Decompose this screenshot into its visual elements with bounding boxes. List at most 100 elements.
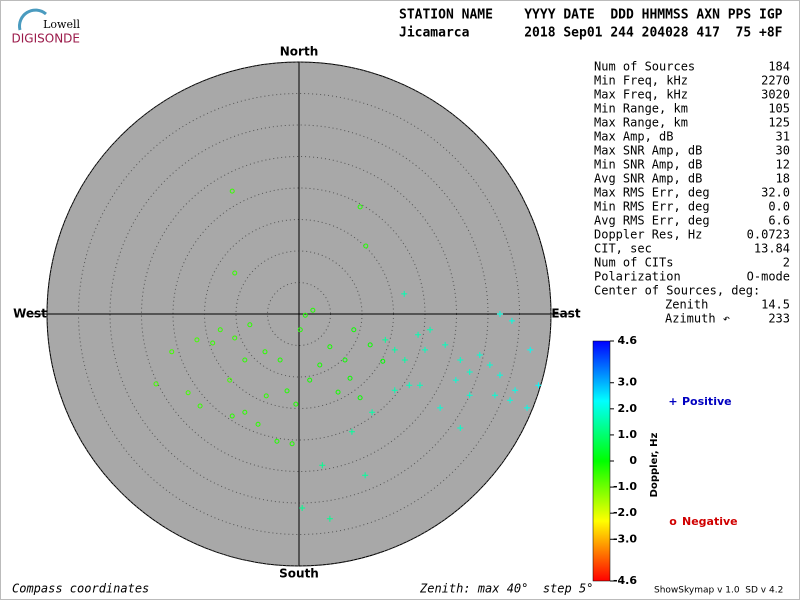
legend-label: Positive (682, 395, 732, 408)
stat-name: Num of Sources (594, 60, 695, 74)
source-negative (277, 357, 283, 363)
logo-swoosh (18, 8, 47, 31)
source-positive (382, 336, 389, 343)
colorbar-tick-label: -1.0 (613, 480, 637, 493)
source-negative (232, 270, 238, 276)
source-positive (452, 377, 459, 384)
source-negative (232, 335, 238, 341)
source-negative (335, 389, 341, 395)
stat-value: 12 (776, 158, 790, 172)
source-positive (391, 387, 398, 394)
source-negative (310, 307, 316, 313)
source-positive (507, 397, 514, 404)
source-positive (508, 317, 515, 324)
stat-name: CIT, sec (594, 242, 652, 256)
source-positive (299, 505, 306, 512)
source-negative (169, 349, 175, 355)
logo-bottom: DIGISONDE (12, 32, 80, 46)
stat-value: 6.6 (768, 214, 790, 228)
source-negative (363, 243, 369, 249)
source-positive (416, 382, 423, 389)
stat-value: 30 (776, 144, 790, 158)
source-positive (442, 341, 449, 348)
stat-value: 14.5 (761, 298, 790, 312)
source-negative (284, 388, 290, 394)
source-positive (319, 462, 326, 469)
source-negative (342, 357, 348, 363)
stat-name: Max Range, km (594, 116, 688, 130)
colorbar-tick-label: 2.0 (618, 402, 638, 415)
source-negative (262, 349, 268, 355)
footer-right: ShowSkymap v 1.0 SD v 4.2 (654, 586, 783, 596)
stat-value: 105 (768, 102, 790, 116)
colorbar-tick-label: 0 (629, 454, 637, 467)
source-negative (247, 322, 253, 328)
stat-value: O-mode (747, 270, 790, 284)
footer-middle: Zenith: max 40° step 5° (419, 582, 593, 596)
source-negative (357, 395, 363, 401)
stat-value: 31 (776, 130, 790, 144)
legend-label: Negative (682, 515, 738, 528)
source-positive (491, 392, 498, 399)
source-positive (391, 346, 398, 353)
colorbar-tick-label: 1.0 (618, 428, 638, 441)
source-positive (422, 346, 428, 353)
source-negative (293, 401, 299, 407)
colorbar-tick-label: -2.0 (613, 506, 637, 519)
colorbar-label: Doppler, Hz (649, 433, 660, 498)
source-negative (242, 409, 248, 415)
source-negative (194, 337, 200, 343)
source-positive (535, 382, 542, 389)
stat-value: 0.0723 (747, 228, 790, 242)
stat-value: 184 (768, 60, 790, 74)
source-negative (153, 381, 159, 387)
stat-name: Avg RMS Err, deg (594, 214, 710, 228)
stat-value: 32.0 (761, 186, 790, 200)
source-negative (297, 327, 303, 333)
source-negative (197, 403, 203, 409)
source-negative (351, 327, 357, 333)
source-negative (255, 421, 261, 427)
source-positive (476, 351, 483, 358)
source-positive (401, 290, 408, 297)
source-negative (227, 377, 233, 383)
stat-name: Polarization (594, 270, 681, 284)
source-negative (210, 340, 216, 346)
direction-label: South (279, 567, 319, 581)
source-positive (524, 404, 531, 411)
source-positive (406, 382, 413, 389)
stat-name: Min Range, km (594, 102, 688, 116)
stat-name: Max SNR Amp, dB (594, 144, 702, 158)
stat-value: 233 (768, 312, 790, 326)
stat-name: Max RMS Err, deg (594, 186, 710, 200)
stat-value: 2 (783, 256, 790, 270)
direction-label: East (551, 307, 580, 321)
stat-name: Center of Sources, deg: (594, 284, 760, 298)
source-negative (229, 413, 235, 419)
stat-name: Doppler Res, Hz (594, 228, 702, 242)
source-negative (229, 188, 235, 194)
source-positive (415, 331, 422, 338)
source-negative (380, 358, 386, 364)
source-negative (317, 362, 323, 368)
legend-marker: o (669, 515, 677, 528)
stat-value: 3020 (761, 88, 790, 102)
colorbar (592, 340, 611, 582)
footer-left: Compass coordinates (12, 582, 149, 596)
source-positive (362, 472, 369, 479)
source-positive (326, 515, 333, 522)
source-positive (457, 356, 464, 363)
stat-value: 0.0 (768, 200, 790, 214)
stat-name: Zenith (665, 298, 708, 312)
source-positive (527, 346, 534, 353)
stat-name: Min Freq, kHz (594, 74, 688, 88)
colorbar-tick-label: -3.0 (613, 532, 637, 545)
header-line: STATION NAME YYYY DATE DDD HHMMSS AXN PP… (399, 8, 783, 23)
stat-name: Min SNR Amp, dB (594, 158, 702, 172)
colorbar-tick-label: 4.6 (618, 334, 638, 347)
source-negative (302, 312, 308, 318)
source-negative (307, 377, 313, 383)
source-positive (427, 326, 434, 333)
source-negative (274, 438, 280, 444)
